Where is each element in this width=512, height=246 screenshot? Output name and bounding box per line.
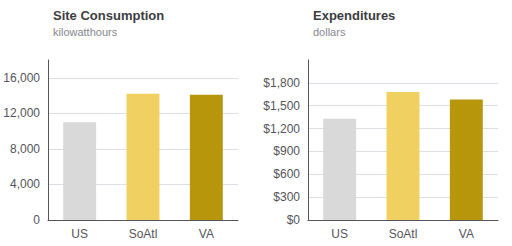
svg-text:VA: VA [459,227,474,241]
svg-text:0: 0 [33,213,40,227]
svg-text:12,000: 12,000 [3,106,40,120]
svg-text:SoAtl: SoAtl [129,227,158,241]
svg-text:Expenditures: Expenditures [313,8,395,23]
svg-text:$900: $900 [273,144,300,158]
svg-text:$600: $600 [273,167,300,181]
svg-text:16,000: 16,000 [3,71,40,85]
svg-text:$1,200: $1,200 [263,122,300,136]
svg-text:Site Consumption: Site Consumption [53,8,164,23]
svg-text:SoAtl: SoAtl [389,227,418,241]
svg-text:$300: $300 [273,190,300,204]
svg-text:$1,500: $1,500 [263,99,300,113]
svg-text:US: US [331,227,348,241]
svg-text:8,000: 8,000 [10,142,40,156]
svg-text:4,000: 4,000 [10,177,40,191]
svg-text:$1,800: $1,800 [263,76,300,90]
svg-text:dollars: dollars [313,26,346,38]
svg-text:kilowatthours: kilowatthours [53,26,118,38]
svg-text:VA: VA [199,227,214,241]
svg-text:$0: $0 [287,213,301,227]
svg-text:US: US [71,227,88,241]
